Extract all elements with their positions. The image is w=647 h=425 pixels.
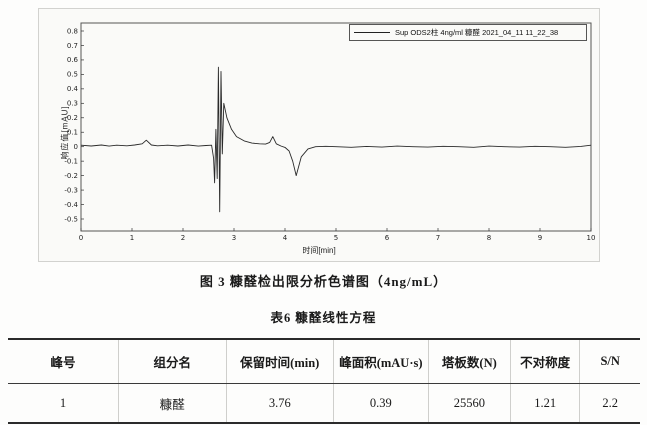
cell-plate-number: 25560 [428, 383, 511, 423]
col-header-peak-no: 峰号 [8, 339, 120, 384]
table-row: 1 糠醛 3.76 0.39 25560 1.21 2.2 [8, 383, 640, 423]
col-header-asymmetry: 不对称度 [510, 339, 581, 384]
svg-text:7: 7 [436, 234, 440, 242]
col-header-component: 组分名 [118, 339, 227, 384]
y-axis-label: 响应值[mAU] [60, 105, 70, 160]
svg-text:10: 10 [587, 234, 596, 242]
svg-text:0.6: 0.6 [67, 56, 79, 64]
col-header-sn: S/N [579, 339, 640, 384]
svg-text:-0.2: -0.2 [64, 172, 78, 180]
col-header-plate-number: 塔板数(N) [428, 339, 511, 384]
col-header-retention-time: 保留时间(min) [226, 339, 334, 384]
svg-text:0: 0 [74, 143, 78, 151]
svg-text:6: 6 [385, 234, 390, 242]
svg-text:0.2: 0.2 [67, 114, 78, 122]
svg-text:0.7: 0.7 [67, 42, 78, 50]
svg-text:8: 8 [487, 234, 491, 242]
cell-peak-area: 0.39 [333, 383, 429, 423]
results-table: 峰号 组分名 保留时间(min) 峰面积(mAU·s) 塔板数(N) 不对称度 … [8, 338, 640, 424]
svg-text:1: 1 [130, 234, 134, 242]
table-header-row: 峰号 组分名 保留时间(min) 峰面积(mAU·s) 塔板数(N) 不对称度 … [8, 339, 640, 384]
svg-text:9: 9 [538, 234, 542, 242]
cell-asymmetry: 1.21 [510, 383, 581, 423]
svg-text:4: 4 [283, 234, 288, 242]
svg-text:0.8: 0.8 [67, 27, 78, 35]
svg-text:-0.3: -0.3 [64, 186, 78, 194]
svg-text:0.1: 0.1 [67, 129, 78, 137]
x-axis-label: 时间[min] [302, 246, 336, 255]
table-title: 表6 糠醛线性方程 [270, 311, 377, 325]
results-table-wrap: 峰号 组分名 保留时间(min) 峰面积(mAU·s) 塔板数(N) 不对称度 … [8, 338, 640, 424]
svg-text:3: 3 [232, 234, 236, 242]
cell-retention-time: 3.76 [226, 383, 334, 423]
svg-text:0: 0 [79, 234, 83, 242]
cell-component: 糠醛 [118, 383, 227, 423]
figure-caption: 图 3 糠醛检出限分析色谱图（4ng/mL） [199, 274, 448, 289]
svg-text:5: 5 [334, 234, 338, 242]
svg-text:-0.4: -0.4 [64, 201, 78, 209]
chart-legend: Sup ODS2柱 4ng/ml 糠醛 2021_04_11 11_22_38 [349, 24, 587, 41]
svg-text:0.5: 0.5 [67, 71, 78, 79]
svg-text:-0.1: -0.1 [64, 158, 78, 166]
svg-text:-0.5: -0.5 [64, 215, 78, 223]
cell-sn: 2.2 [602, 395, 619, 410]
legend-line-icon [354, 32, 390, 33]
legend-label: Sup ODS2柱 4ng/ml 糠醛 2021_04_11 11_22_38 [395, 28, 559, 37]
chromatogram-svg: -0.5 -0.4 -0.3 -0.2 -0.1 0 0.1 0.2 0.3 0.4 0.5 0.6 0… [64, 22, 596, 242]
svg-text:2: 2 [181, 234, 185, 242]
chromatogram-figure: -0.5 -0.4 -0.3 -0.2 -0.1 0 0.1 0.2 0.3 0.4 0.5 0.6 0… [38, 8, 600, 262]
cell-peak-no: 1 [8, 383, 120, 423]
svg-text:0.4: 0.4 [67, 85, 79, 93]
col-header-peak-area: 峰面积(mAU·s) [333, 339, 429, 384]
svg-text:0.3: 0.3 [67, 100, 78, 108]
